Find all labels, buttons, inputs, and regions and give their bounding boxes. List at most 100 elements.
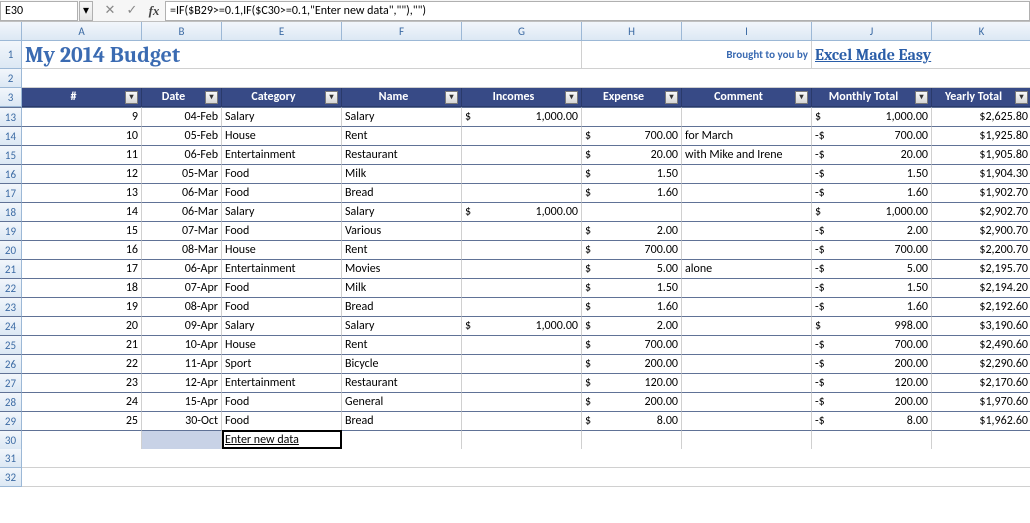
cell-num[interactable]: 13 [22, 183, 142, 202]
cell-date[interactable]: 12-Apr [142, 373, 222, 392]
th-category[interactable]: Category▾ [222, 88, 342, 107]
th-date[interactable]: Date▾ [142, 88, 222, 107]
cell-monthly[interactable]: $1,000.00 [812, 107, 932, 126]
cell-incomes[interactable] [462, 126, 582, 145]
cell-num[interactable]: 11 [22, 145, 142, 164]
row-header[interactable]: 2 [0, 69, 22, 88]
cell-num[interactable]: 19 [22, 297, 142, 316]
cell-expense[interactable]: $200.00 [582, 354, 682, 373]
cell-category[interactable]: Food [222, 411, 342, 430]
row-header[interactable]: 3 [0, 88, 22, 107]
filter-icon[interactable]: ▾ [205, 91, 218, 104]
cell-date[interactable]: 06-Feb [142, 145, 222, 164]
cell-category[interactable]: House [222, 240, 342, 259]
cell-date[interactable]: 05-Mar [142, 164, 222, 183]
cell-yearly[interactable]: $2,490.60 [932, 335, 1030, 354]
cell-comment[interactable] [682, 354, 812, 373]
row-header[interactable]: 26 [0, 354, 22, 373]
cell-name[interactable]: Rent [342, 126, 462, 145]
row-header[interactable]: 20 [0, 240, 22, 259]
cell-expense[interactable]: $1.60 [582, 183, 682, 202]
cell-num[interactable]: 25 [22, 411, 142, 430]
cell-expense[interactable]: $20.00 [582, 145, 682, 164]
cell-yearly[interactable]: $1,904.30 [932, 164, 1030, 183]
name-box[interactable]: E30 [0, 1, 78, 21]
brand-link[interactable]: Excel Made Easy [815, 46, 931, 64]
cell-expense[interactable]: $1.50 [582, 164, 682, 183]
cell[interactable] [22, 69, 1030, 88]
cell-name[interactable]: Bread [342, 183, 462, 202]
th-num[interactable]: #▾ [22, 88, 142, 107]
cell[interactable] [932, 430, 1030, 449]
cell-num[interactable]: 22 [22, 354, 142, 373]
cell-date[interactable]: 06-Apr [142, 259, 222, 278]
selected-cell[interactable]: Enter new data [222, 430, 342, 449]
cell[interactable] [22, 468, 1030, 487]
row-header[interactable]: 14 [0, 126, 22, 145]
cell-comment[interactable] [682, 221, 812, 240]
cell-incomes[interactable] [462, 259, 582, 278]
cell-yearly[interactable]: $2,192.60 [932, 297, 1030, 316]
row-header[interactable]: 19 [0, 221, 22, 240]
cell-category[interactable]: Salary [222, 316, 342, 335]
cell[interactable] [462, 430, 582, 449]
col-header[interactable]: G [462, 22, 582, 41]
cell-name[interactable]: Bicycle [342, 354, 462, 373]
cell-yearly[interactable]: $2,625.80 [932, 107, 1030, 126]
cell-expense[interactable] [582, 202, 682, 221]
cell-category[interactable]: Entertainment [222, 373, 342, 392]
cell-comment[interactable] [682, 202, 812, 221]
cell-yearly[interactable]: $2,900.70 [932, 221, 1030, 240]
cell-monthly[interactable]: -$20.00 [812, 145, 932, 164]
cell-incomes[interactable] [462, 183, 582, 202]
filter-icon[interactable]: ▾ [445, 91, 458, 104]
cell-expense[interactable]: $2.00 [582, 316, 682, 335]
row-header[interactable]: 13 [0, 107, 22, 126]
row-header[interactable]: 22 [0, 278, 22, 297]
cell-num[interactable]: 20 [22, 316, 142, 335]
cell-name[interactable]: Bread [342, 297, 462, 316]
cell-monthly[interactable]: -$1.60 [812, 183, 932, 202]
cell-comment[interactable] [682, 240, 812, 259]
cell-yearly[interactable]: $2,200.70 [932, 240, 1030, 259]
cell-comment[interactable] [682, 297, 812, 316]
cell-yearly[interactable]: $2,902.70 [932, 202, 1030, 221]
cell-incomes[interactable]: $1,000.00 [462, 107, 582, 126]
th-name[interactable]: Name▾ [342, 88, 462, 107]
cell[interactable] [582, 430, 682, 449]
cell-name[interactable]: Movies [342, 259, 462, 278]
cell[interactable] [812, 430, 932, 449]
cell-monthly[interactable]: -$1.60 [812, 297, 932, 316]
th-comment[interactable]: Comment▾ [682, 88, 812, 107]
cell-date[interactable]: 05-Feb [142, 126, 222, 145]
cell-num[interactable]: 21 [22, 335, 142, 354]
cell-incomes[interactable] [462, 278, 582, 297]
cell-num[interactable]: 10 [22, 126, 142, 145]
cell-expense[interactable]: $700.00 [582, 335, 682, 354]
brand-cell[interactable]: Excel Made Easy [812, 41, 1030, 69]
cell-comment[interactable] [682, 164, 812, 183]
cell-category[interactable]: House [222, 126, 342, 145]
cell-num[interactable]: 12 [22, 164, 142, 183]
cell-category[interactable]: Sport [222, 354, 342, 373]
cell-name[interactable]: Salary [342, 316, 462, 335]
cell-category[interactable]: Food [222, 278, 342, 297]
sheet-title-cell[interactable]: My 2014 Budget [22, 41, 582, 69]
cell-incomes[interactable]: $1,000.00 [462, 316, 582, 335]
cell-monthly[interactable]: -$1.50 [812, 278, 932, 297]
cell-comment[interactable] [682, 411, 812, 430]
cell-comment[interactable] [682, 316, 812, 335]
cell-incomes[interactable] [462, 240, 582, 259]
cell-date[interactable]: 04-Feb [142, 107, 222, 126]
cell[interactable] [682, 430, 812, 449]
cell-comment[interactable] [682, 183, 812, 202]
cell-name[interactable]: Restaurant [342, 145, 462, 164]
row-header[interactable]: 31 [0, 449, 22, 468]
cell-incomes[interactable] [462, 335, 582, 354]
cell-expense[interactable]: $2.00 [582, 221, 682, 240]
cell-date[interactable]: 07-Mar [142, 221, 222, 240]
cell-date[interactable]: 10-Apr [142, 335, 222, 354]
cell-incomes[interactable] [462, 221, 582, 240]
cell-yearly[interactable]: $1,962.60 [932, 411, 1030, 430]
fx-button[interactable]: fx [143, 1, 165, 21]
